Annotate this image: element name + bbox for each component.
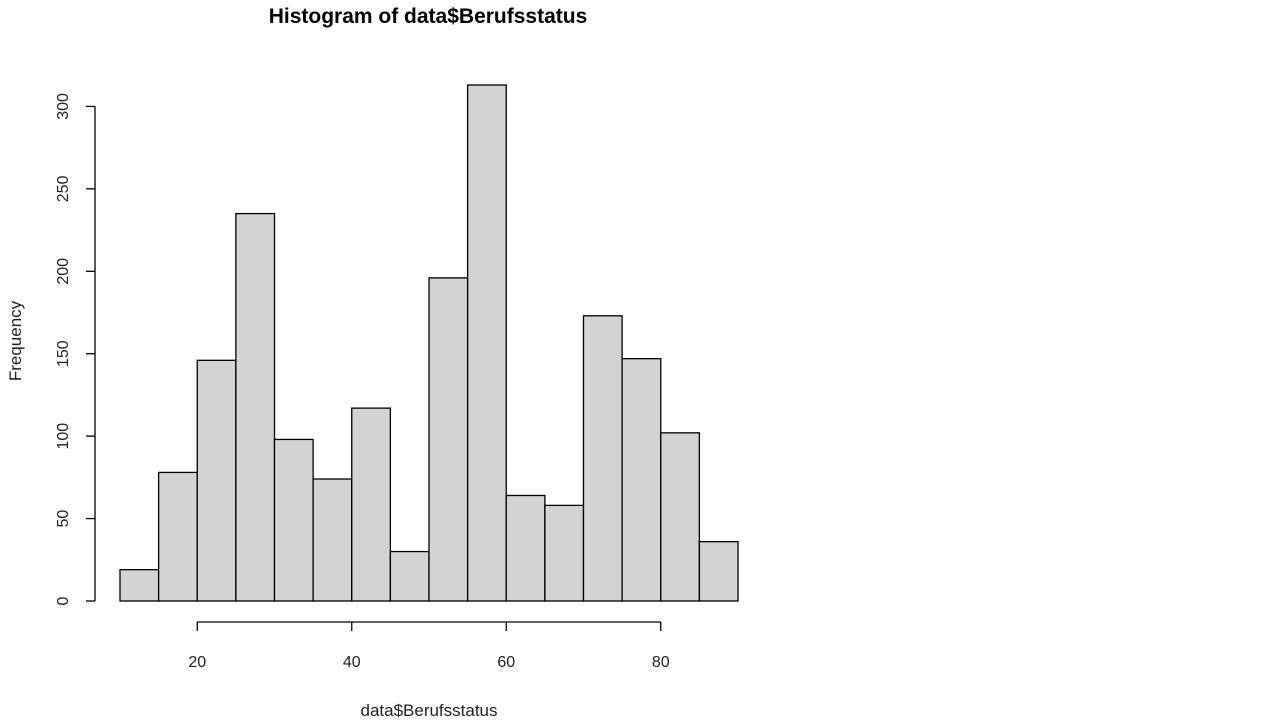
y-tick-label-6: 300 bbox=[55, 93, 72, 120]
histogram-bar-2 bbox=[196, 359, 237, 602]
histogram-bar-8 bbox=[428, 277, 469, 602]
x-tick-label-2: 60 bbox=[497, 654, 515, 671]
y-tick-label-3: 150 bbox=[55, 340, 72, 367]
histogram-bar-14 bbox=[660, 432, 701, 602]
histogram-bar-9 bbox=[466, 84, 507, 602]
y-tick-label-0: 0 bbox=[55, 596, 72, 605]
histogram-bar-7 bbox=[389, 550, 430, 602]
histogram-bar-6 bbox=[351, 407, 392, 602]
x-axis-label: data$Berufsstatus bbox=[360, 701, 497, 720]
histogram-bar-11 bbox=[544, 504, 585, 602]
x-tick-label-0: 20 bbox=[188, 654, 206, 671]
histogram-bar-15 bbox=[698, 541, 739, 602]
y-tick-label-2: 100 bbox=[55, 423, 72, 450]
histogram-bar-0 bbox=[119, 569, 160, 602]
x-tick-label-1: 40 bbox=[343, 654, 361, 671]
histogram-bar-1 bbox=[157, 471, 198, 602]
histogram-bar-13 bbox=[621, 358, 662, 602]
x-tick-label-3: 80 bbox=[652, 654, 670, 671]
histogram-bar-3 bbox=[235, 212, 276, 602]
y-tick-label-4: 200 bbox=[55, 258, 72, 285]
histogram-bar-12 bbox=[582, 315, 623, 602]
histogram-bar-4 bbox=[273, 438, 314, 602]
y-tick-label-1: 50 bbox=[55, 510, 72, 528]
chart-title: Histogram of data$Berufsstatus bbox=[269, 5, 588, 28]
y-tick-label-5: 250 bbox=[55, 175, 72, 202]
y-axis-label: Frequency bbox=[6, 300, 25, 381]
y-axis: 0 50 100 150 200 250 300 bbox=[55, 93, 96, 605]
histogram-bar-10 bbox=[505, 494, 546, 602]
x-axis: 20 40 60 80 bbox=[188, 621, 670, 671]
bars-group bbox=[119, 84, 739, 602]
histogram-bar-5 bbox=[312, 478, 353, 602]
